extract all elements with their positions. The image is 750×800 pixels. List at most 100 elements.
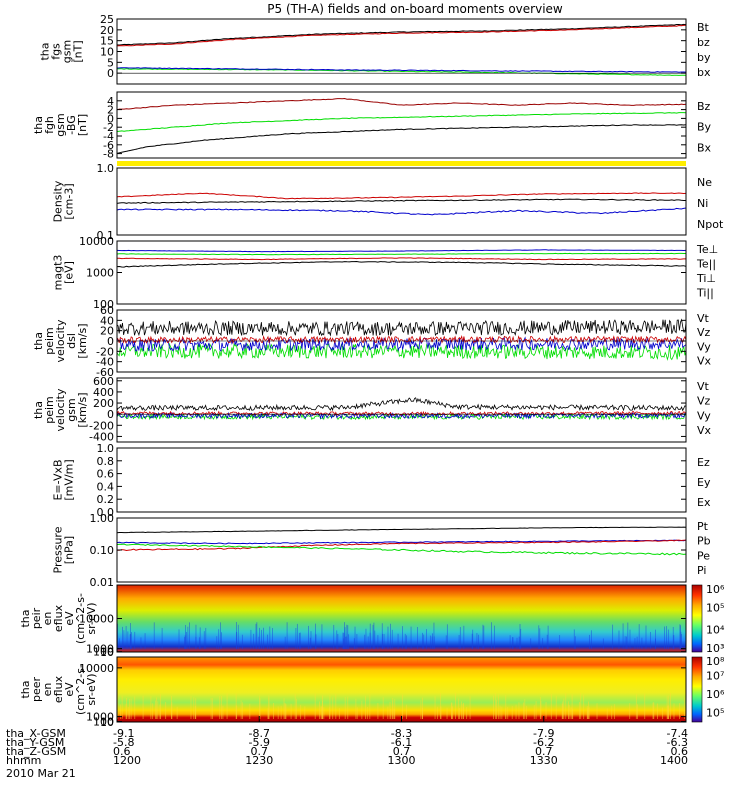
x-row-value: -7.4 <box>667 727 688 740</box>
y-tick-label: -400 <box>89 430 114 443</box>
panel-frame <box>116 447 687 513</box>
y-tick-label: 1.0 <box>97 162 115 175</box>
y-axis-label: (cm^2-s- <box>74 593 87 644</box>
legend-te⊥-label: Te⊥ <box>696 243 718 256</box>
legend-by-label: By <box>697 121 712 134</box>
y-axis-label: [nPa] <box>63 536 76 564</box>
colorbar-tick-label: 10⁵ <box>706 601 724 614</box>
y-tick-label: 400 <box>93 386 114 399</box>
y-axis-label: eV <box>63 682 76 697</box>
y-axis-label: tha <box>39 42 52 60</box>
x-row-label: tha_Z-GSM <box>6 745 66 758</box>
y-tick-label: -4 <box>103 130 114 143</box>
series-black-line <box>116 124 687 154</box>
y-tick-label: 0.8 <box>97 455 115 468</box>
x-row-value: -9.1 <box>113 727 134 740</box>
series-green-line <box>116 342 687 361</box>
y-axis-label: tha <box>19 609 32 627</box>
legend-ex-label: Ex <box>697 496 711 509</box>
plot-title: P5 (TH-A) fields and on-board moments ov… <box>267 2 563 16</box>
y-tick-label: -6 <box>103 139 114 152</box>
series-red-line <box>116 410 687 417</box>
x-row-value: 0.7 <box>535 745 553 758</box>
series-red-line <box>117 539 687 552</box>
y-tick-label: 0 <box>107 408 114 421</box>
y-axis-label: gsm <box>65 398 78 421</box>
y-tick-label: 1000 <box>86 643 114 656</box>
legend-te||-label: Te|| <box>696 257 716 270</box>
x-row-label: tha_Y-GSM <box>6 736 64 749</box>
legend-bx-label: Bx <box>697 141 712 154</box>
y-tick-label: 10 <box>100 46 114 59</box>
series-black-line <box>116 526 687 534</box>
legend-pe-label: Pe <box>697 549 710 562</box>
y-tick-label: 0.4 <box>97 480 115 493</box>
colorbar-tick-label: 10⁶ <box>706 583 725 596</box>
x-row-label: tha_X-GSM <box>6 727 66 740</box>
y-tick-label: 10 <box>100 716 114 729</box>
y-axis-label: eflux <box>52 604 65 632</box>
y-tick-label: 600 <box>93 375 114 388</box>
colorbar-tick-label: 10⁶ <box>706 688 725 701</box>
y-axis-label: fgs <box>50 43 63 60</box>
colorbar: 10⁶ 10⁵ 10⁴ 10³ <box>691 583 725 655</box>
x-row-value: 0.6 <box>671 745 689 758</box>
y-axis-label: peir <box>30 607 43 629</box>
x-row-value: -8.3 <box>391 727 412 740</box>
legend-vt-label: Vt <box>697 380 710 393</box>
colorbar-tick-label: 10⁵ <box>706 706 724 719</box>
y-tick-label: 0.2 <box>97 493 115 506</box>
y-axis-label: magt3 <box>52 255 65 291</box>
legend-bx-label: bx <box>697 66 711 79</box>
y-tick-label: 100 <box>93 715 114 728</box>
series-blue-line <box>116 207 687 216</box>
series-red-line <box>116 257 686 261</box>
legend-pb-label: Pb <box>697 535 711 548</box>
y-tick-label: 1.0 <box>97 442 115 455</box>
y-axis-label: tha <box>32 401 45 419</box>
x-row-value: -6.2 <box>533 736 554 749</box>
y-axis-label: gsm <box>61 40 74 63</box>
panel-temperature: 10000 1000 100 magt3[eV] Te⊥Te|| Ti⊥Ti|| <box>52 235 719 311</box>
legend-vx-label: Vx <box>697 355 712 368</box>
y-tick-label: 10 <box>100 646 114 659</box>
y-axis-label: (cm^2-s- <box>74 664 87 715</box>
x-row-value: -6.3 <box>667 736 688 749</box>
y-axis-label: sr-eV) <box>85 602 98 634</box>
y-tick-label: 1000 <box>86 267 114 280</box>
series-green-line <box>116 112 687 132</box>
y-axis-label: [nT] <box>72 40 85 62</box>
y-tick-label: 40 <box>100 314 114 327</box>
y-tick-label: 200 <box>93 397 114 410</box>
legend-vt-label: Vt <box>697 312 710 325</box>
x-row-value: 0.7 <box>393 745 411 758</box>
series-green-line <box>116 252 686 256</box>
y-axis-label: en <box>41 612 54 626</box>
panel-efield: 1.00.80.60.40.20.0 E=-VxB[mV/m] Ez Ey Ex <box>52 442 711 519</box>
y-tick-label: 5 <box>107 56 114 69</box>
y-tick-label: 4 <box>107 95 114 108</box>
legend-bz-label: Bz <box>697 100 711 113</box>
y-axis-label: fgh <box>43 116 56 134</box>
x-row-label: hhmm <box>6 754 41 767</box>
colorbar-scale <box>691 656 703 723</box>
y-axis-label: [eV] <box>63 261 76 284</box>
y-axis-label: E=-VxB <box>52 459 65 500</box>
panel-density: 1.0 0.1 Density[cm-3] Ne Ni Npot <box>52 162 724 242</box>
y-tick-label: 0.1 <box>97 229 115 242</box>
date-label: 2010 Mar 21 <box>6 767 76 780</box>
x-row-value: 1230 <box>245 754 273 767</box>
legend-vz-label: Vz <box>697 326 711 339</box>
y-tick-label: 0.0 <box>97 506 115 519</box>
y-tick-label: 25 <box>100 13 114 26</box>
y-tick-label: 15 <box>100 35 114 48</box>
series-red-line <box>116 192 687 200</box>
legend-ne-label: Ne <box>697 176 712 189</box>
series-black-line <box>116 397 687 412</box>
series-blue-line <box>116 67 687 73</box>
y-tick-label: -40 <box>96 356 114 369</box>
